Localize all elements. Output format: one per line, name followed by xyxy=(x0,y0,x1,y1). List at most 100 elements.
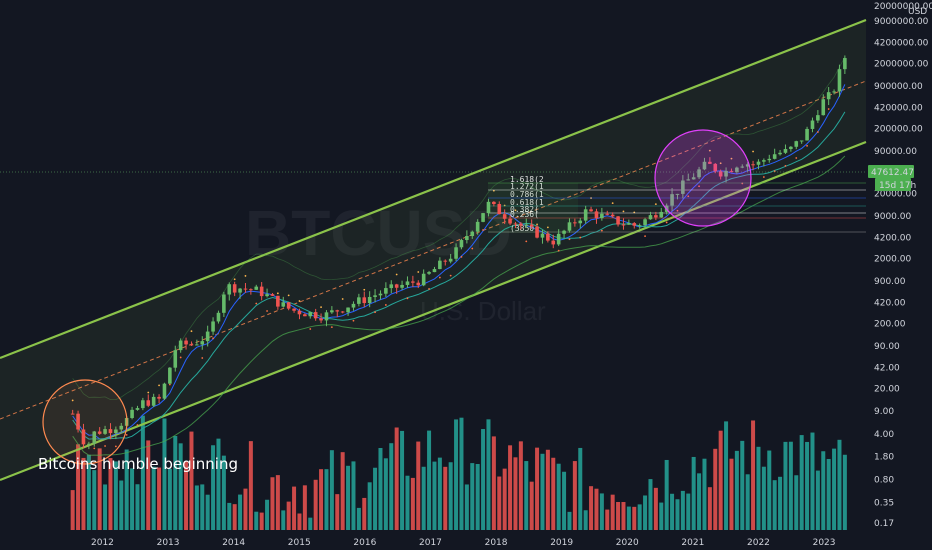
sar-dot xyxy=(320,306,322,309)
early-days-circle[interactable] xyxy=(42,379,128,465)
annotation-humble-beginning[interactable]: Bitcoins humble beginning xyxy=(38,455,238,473)
volume-bar xyxy=(567,511,572,530)
volume-bar xyxy=(389,443,394,530)
time-axis-labels[interactable]: 2012 2013 2014 2015 2016 2017 2018 2019 2020 2021… xyxy=(91,538,836,548)
volume-bar xyxy=(443,466,448,530)
candle-body xyxy=(362,297,367,304)
sar-dot xyxy=(730,157,733,160)
volume-bar xyxy=(502,468,507,530)
volume-bar xyxy=(362,497,367,530)
volume-bar xyxy=(292,486,297,530)
sar-dot xyxy=(190,330,193,333)
sar-dot xyxy=(298,300,301,302)
price-tick-label: 90.00 xyxy=(874,342,900,352)
volume-bar xyxy=(135,484,140,530)
currency-watermark: U.S. Dollar xyxy=(420,296,546,326)
volume-bar xyxy=(464,484,469,530)
volume-bar xyxy=(545,449,550,530)
price-tick-label: 20.00 xyxy=(874,384,900,394)
candle-body xyxy=(643,219,647,226)
candle-body xyxy=(594,211,599,219)
candle-body xyxy=(438,260,442,270)
volume-bar xyxy=(459,417,464,530)
envelope-line xyxy=(72,56,846,400)
candle-body xyxy=(513,223,518,225)
sar-dot xyxy=(352,319,355,322)
channel-upper-line[interactable] xyxy=(0,18,867,360)
volume-bar xyxy=(778,476,783,530)
volume-bar xyxy=(405,475,410,530)
sar-dot xyxy=(147,391,150,394)
candle-body xyxy=(146,400,151,406)
price-tick-label: 9.00 xyxy=(874,407,894,417)
sar-dot xyxy=(158,384,160,387)
sar-dot xyxy=(395,273,398,276)
candle-body xyxy=(713,163,718,172)
volume-bar xyxy=(648,479,653,530)
volume-bar xyxy=(216,438,221,530)
candle-body xyxy=(200,341,205,345)
candle-body xyxy=(697,169,701,178)
sar-dot xyxy=(482,229,484,231)
volume-bar xyxy=(670,493,675,530)
volume-bar xyxy=(356,507,361,530)
volume-bar xyxy=(124,449,129,530)
top-cycle-circle[interactable] xyxy=(654,129,752,227)
candle-body xyxy=(724,170,728,177)
candle-body xyxy=(497,204,502,215)
candle-body xyxy=(357,297,361,304)
price-axis-labels[interactable]: 20000000.00 9000000.00 4200000.00 2000000.0… xyxy=(874,2,932,529)
volume-bar xyxy=(340,452,345,530)
candle-body xyxy=(578,220,583,224)
candle-body xyxy=(459,240,464,248)
volume-bar xyxy=(821,451,826,530)
candle-body xyxy=(119,425,124,430)
price-candles xyxy=(70,55,847,450)
candle-body xyxy=(189,344,194,346)
candle-body xyxy=(427,272,431,274)
candle-body xyxy=(454,247,458,259)
candle-body xyxy=(756,161,761,165)
sar-dot xyxy=(546,226,549,229)
volume-bar xyxy=(745,474,750,530)
volume-bar xyxy=(691,456,696,530)
volume-bar xyxy=(86,454,91,530)
candle-body xyxy=(313,312,318,319)
candle-body xyxy=(475,221,480,232)
candle-body xyxy=(421,273,426,286)
volume-bar xyxy=(599,493,604,530)
sar-dot xyxy=(806,144,808,147)
candle-body xyxy=(108,429,113,434)
price-axis-panel[interactable] xyxy=(866,0,932,550)
time-tick-label: 2018 xyxy=(485,538,508,548)
candle-body xyxy=(270,294,275,296)
volume-bar xyxy=(751,420,756,530)
candle-body xyxy=(346,307,350,313)
volume-bar xyxy=(248,441,253,530)
sar-dot xyxy=(330,326,333,329)
sar-dot xyxy=(374,311,376,314)
sar-dot xyxy=(525,240,528,243)
candle-body xyxy=(389,284,394,289)
candle-body xyxy=(416,282,421,286)
volume-bar xyxy=(643,495,648,530)
time-tick-label: 2022 xyxy=(747,538,770,548)
price-tick-label: 0.17 xyxy=(874,519,894,529)
volume-bar xyxy=(275,475,280,530)
price-tick-label: 2000.00 xyxy=(874,254,911,264)
volume-bar xyxy=(454,419,459,530)
volume-bar xyxy=(146,440,151,530)
volume-bar xyxy=(162,418,167,530)
candle-body xyxy=(448,258,453,262)
sar-dot xyxy=(168,383,171,386)
countdown-badge-bg xyxy=(875,178,911,191)
volume-bar xyxy=(200,484,205,530)
price-tick-label: 42.00 xyxy=(874,363,900,373)
sar-dot xyxy=(201,357,204,359)
candle-body xyxy=(524,224,529,226)
volume-bar xyxy=(799,435,804,530)
candle-body xyxy=(87,443,91,445)
volume-bar xyxy=(653,487,658,530)
candle-body xyxy=(114,429,118,434)
